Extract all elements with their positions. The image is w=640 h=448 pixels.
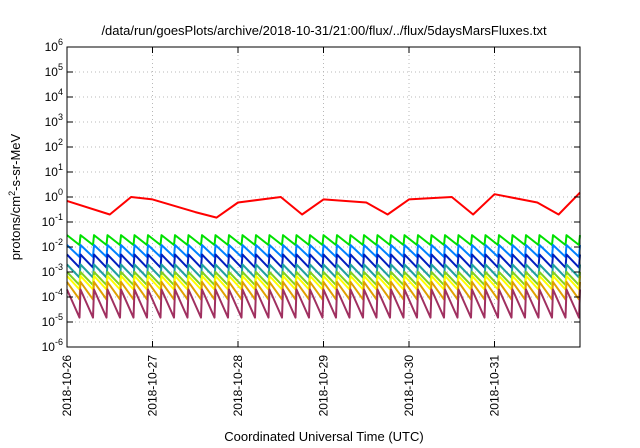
x-tick-label: 2018-10-27 bbox=[146, 355, 160, 417]
y-tick-label: 106 bbox=[45, 37, 63, 54]
x-tick-label: 2018-10-31 bbox=[488, 355, 502, 417]
y-tick-label: 103 bbox=[45, 112, 63, 129]
x-axis-label: Coordinated Universal Time (UTC) bbox=[224, 429, 423, 444]
y-tick-label: 100 bbox=[45, 187, 63, 204]
y-tick-label: 10-1 bbox=[42, 212, 63, 229]
x-tick-label: 2018-10-30 bbox=[402, 355, 416, 417]
series-line-3 bbox=[66, 244, 581, 258]
y-axis: 10-6 10-5 10-4 10-3 10-2 10-1 100 101 102 103 104 1… bbox=[42, 37, 580, 354]
y-tick-label: 102 bbox=[45, 137, 63, 154]
y-axis-label-main: protons/cm bbox=[8, 196, 23, 260]
x-axis: 2018-10-26 2018-10-27 2018-10-28 2018-10-29… bbox=[60, 47, 502, 416]
x-tick-label: 2018-10-28 bbox=[231, 355, 245, 417]
series-line-1 bbox=[66, 191, 581, 219]
y-axis-label-sup: 2 bbox=[7, 191, 17, 196]
series-layer bbox=[66, 191, 581, 319]
y-axis-label: protons/cm2-s-sr-MeV bbox=[7, 133, 23, 260]
y-tick-label: 101 bbox=[45, 162, 63, 179]
y-tick-label: 105 bbox=[45, 62, 63, 79]
series-line-9 bbox=[66, 288, 581, 319]
y-axis-label-tail: -s-sr-MeV bbox=[8, 133, 23, 190]
x-tick-label: 2018-10-26 bbox=[60, 355, 74, 417]
chart-title: /data/run/goesPlots/archive/2018-10-31/2… bbox=[101, 23, 547, 38]
x-tick-label: 2018-10-29 bbox=[317, 355, 331, 417]
series-line-4 bbox=[66, 253, 581, 269]
y-tick-label: 10-2 bbox=[42, 237, 63, 254]
y-tick-label: 10-3 bbox=[42, 262, 63, 279]
y-tick-label: 10-4 bbox=[42, 287, 63, 304]
series-line-2 bbox=[66, 234, 581, 246]
y-tick-label: 10-6 bbox=[42, 337, 63, 354]
y-tick-label: 10-5 bbox=[42, 312, 63, 329]
y-tick-label: 104 bbox=[45, 87, 63, 104]
